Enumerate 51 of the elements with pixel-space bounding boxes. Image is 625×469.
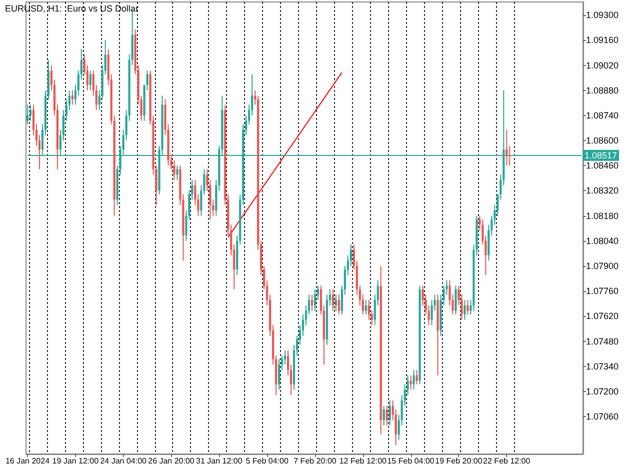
candlestick <box>26 104 29 125</box>
chart-title: EURUSD, H1: Euro vs US Dollar <box>5 4 139 14</box>
candlestick <box>314 288 316 312</box>
candlestick <box>334 294 337 312</box>
y-tick-label: 1.09020 <box>586 60 619 70</box>
y-tick-label: 1.07060 <box>586 412 619 422</box>
y-tick-label: 1.07340 <box>586 361 619 372</box>
candlestick <box>364 300 367 315</box>
y-tick-label: 1.07200 <box>586 386 619 396</box>
candlestick <box>278 358 280 390</box>
candlestick <box>382 405 385 426</box>
candlestick <box>338 294 340 315</box>
y-tick-label: 1.07760 <box>586 286 619 296</box>
y-tick-label: 1.08320 <box>586 186 619 196</box>
candlestick <box>71 90 74 106</box>
y-tick-label: 1.07620 <box>586 311 619 322</box>
candlestick <box>410 374 412 390</box>
y-tick-label: 1.08460 <box>586 160 619 171</box>
candlestick <box>310 294 314 312</box>
x-tick-label: 16 Jan 2024 <box>5 456 50 466</box>
candlestick <box>506 129 508 166</box>
y-tick-label: 1.09160 <box>586 35 619 46</box>
candlestick <box>89 70 92 91</box>
y-tick-label: 1.08740 <box>586 110 619 120</box>
candlestick <box>332 288 334 312</box>
x-tick-label: 5 Feb 04:00 <box>246 456 289 466</box>
y-tick-label: 1.09300 <box>586 10 619 20</box>
x-tick-label: 26 Jan 20:00 <box>148 456 195 466</box>
candlestick <box>464 300 466 320</box>
y-tick-label: 1.08600 <box>586 136 619 146</box>
y-tick-label: 1.08180 <box>586 210 619 221</box>
x-tick-label: 19 Feb 20:00 <box>435 456 483 466</box>
x-tick-label: 19 Jan 12:00 <box>52 456 100 466</box>
x-tick-label: 31 Jan 12:00 <box>196 456 243 466</box>
x-tick-label: 22 Feb 12:00 <box>483 456 531 466</box>
x-tick-label: 15 Feb 04:00 <box>387 456 435 466</box>
candlestick <box>466 300 469 315</box>
y-tick-label: 1.08040 <box>586 236 619 246</box>
candlestick <box>386 405 388 426</box>
candlestick <box>454 285 457 315</box>
x-tick-label: 24 Jan 04:00 <box>100 456 148 466</box>
candlestick <box>412 369 415 390</box>
ref-line-label: 1.08517 <box>584 150 618 160</box>
y-tick-label: 1.08880 <box>586 85 619 96</box>
y-tick-label: 1.07900 <box>586 260 619 271</box>
y-tick-label: 1.07480 <box>586 336 619 346</box>
candlestick <box>388 400 391 426</box>
candlestick <box>29 104 32 122</box>
x-tick-label: 7 Feb 20:00 <box>294 456 337 466</box>
x-tick-label: 12 Feb 12:00 <box>339 456 388 466</box>
candlestick <box>176 165 178 180</box>
